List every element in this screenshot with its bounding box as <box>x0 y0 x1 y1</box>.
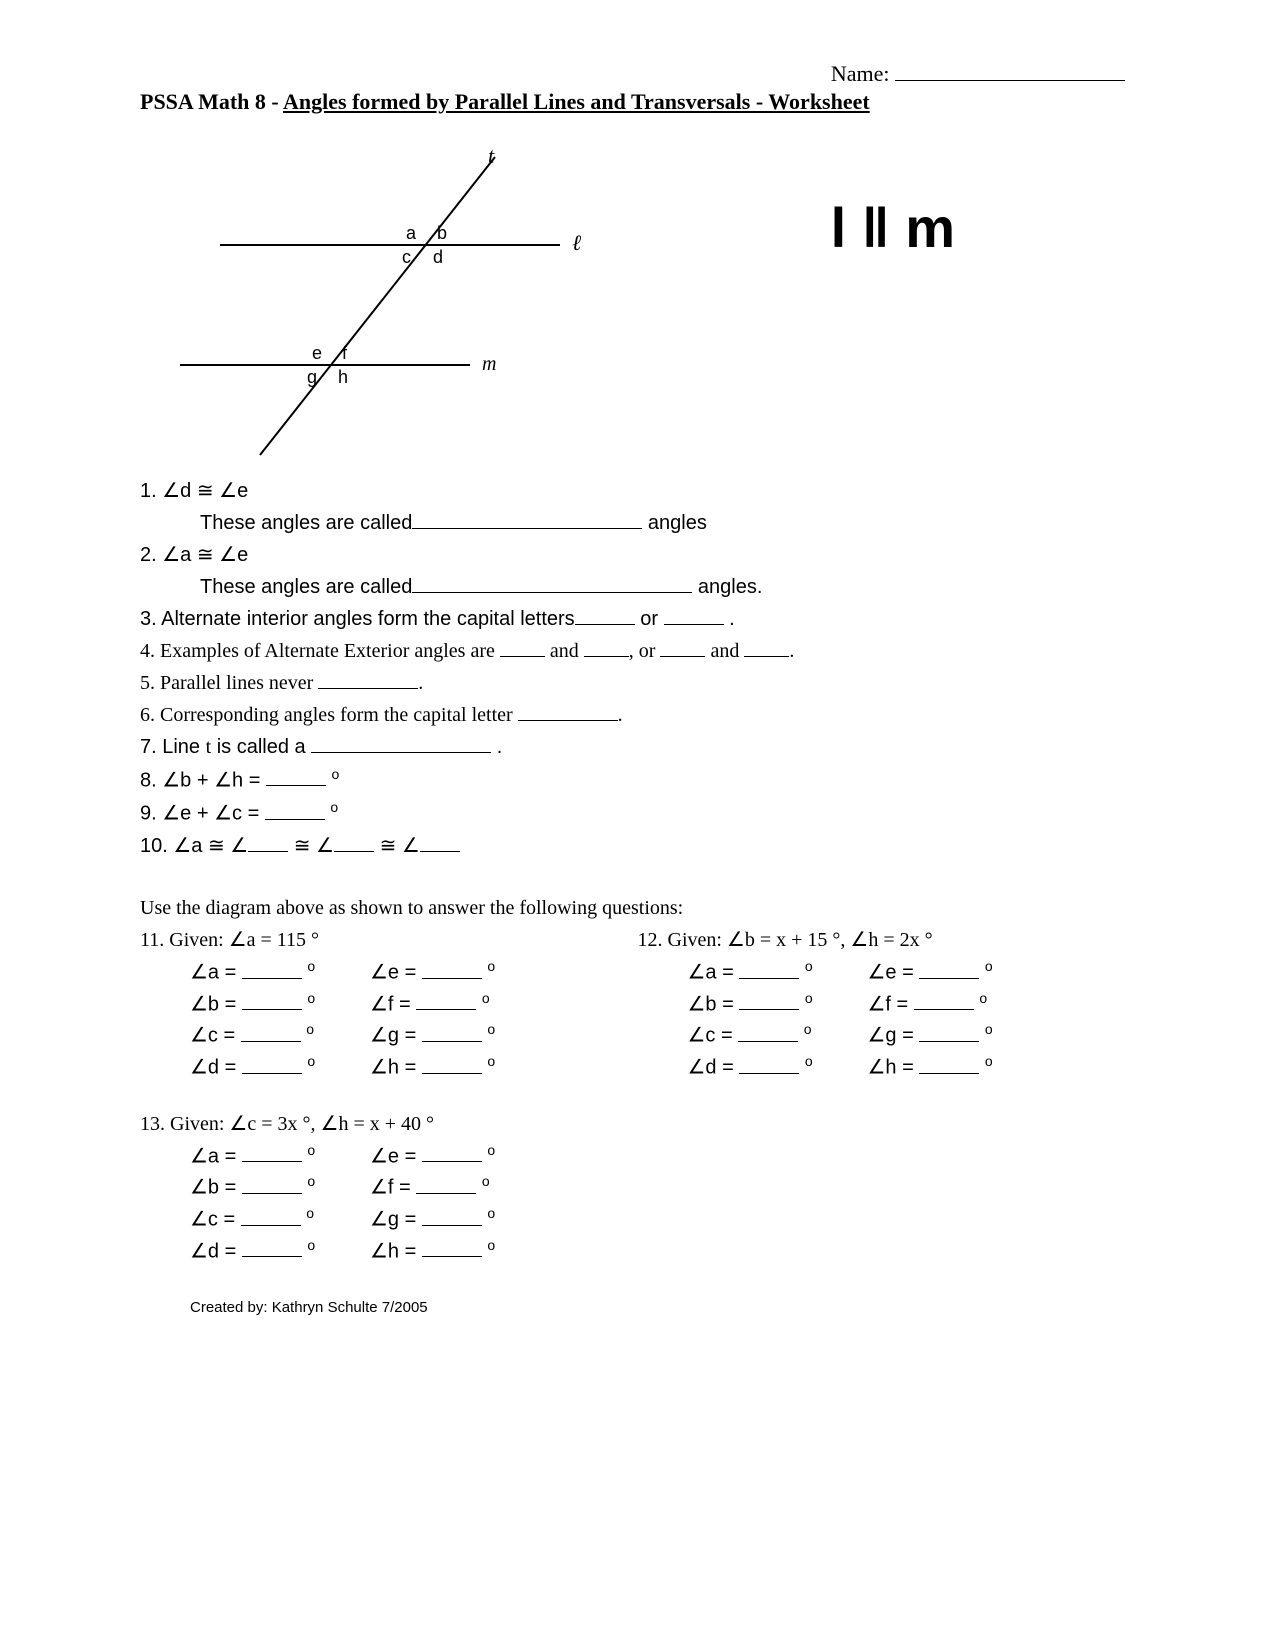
q8: 8. ∠b + ∠h = o <box>140 763 1135 797</box>
q8-blank[interactable] <box>266 767 326 786</box>
q2-blank[interactable] <box>412 574 692 593</box>
worksheet-page: Name: PSSA Math 8 - Angles formed by Par… <box>0 0 1275 1650</box>
section-2: Use the diagram above as shown to answer… <box>140 892 1135 1320</box>
q3-blank2[interactable] <box>664 606 724 625</box>
question-list: 1. ∠d ≅ ∠e These angles are called angle… <box>140 475 1135 862</box>
diagram-svg: t ℓ m a b c d e f g h <box>160 135 680 475</box>
q11: 11. Given: ∠a = 115 ° ∠a = o∠e = o ∠b = … <box>140 924 638 1083</box>
credit-line: Created by: Kathryn Schulte 7/2005 <box>190 1296 1135 1320</box>
l-label: ℓ <box>572 230 582 255</box>
name-blank[interactable] <box>895 60 1125 81</box>
q2-line1: 2. ∠a ≅ ∠e <box>140 539 1135 571</box>
q12: 12. Given: ∠b = x + 15 °, ∠h = 2x ° ∠a =… <box>638 924 1136 1083</box>
q7-blank[interactable] <box>311 734 491 753</box>
q2-line2: These angles are called angles. <box>200 571 1135 603</box>
angle-c: c <box>402 247 411 267</box>
q12-given: 12. Given: ∠b = x + 15 °, ∠h = 2x ° <box>638 924 1136 956</box>
name-label: Name: <box>831 61 890 86</box>
q12-grid: ∠a = o∠e = o ∠b = o∠f = o ∠c = o∠g = o ∠… <box>688 956 1136 1083</box>
m-label: m <box>482 353 496 375</box>
q10-blank2[interactable] <box>334 833 374 852</box>
q9: 9. ∠e + ∠c = o <box>140 796 1135 830</box>
q10-blank3[interactable] <box>420 833 460 852</box>
q1-line2: These angles are called angles <box>200 507 1135 539</box>
q13-given: 13. Given: ∠c = 3x °, ∠h = x + 40 ° <box>140 1108 1135 1140</box>
q3: 3. Alternate interior angles form the ca… <box>140 603 1135 635</box>
q4: 4. Examples of Alternate Exterior angles… <box>140 635 1135 667</box>
q6-blank[interactable] <box>518 702 618 721</box>
q1-blank[interactable] <box>412 510 642 529</box>
q4-blank4[interactable] <box>744 638 789 657</box>
q4-blank3[interactable] <box>660 638 705 657</box>
name-field: Name: <box>140 60 1125 87</box>
angle-e: e <box>312 343 322 363</box>
title-prefix: PSSA Math 8 - <box>140 89 283 114</box>
q5: 5. Parallel lines never . <box>140 667 1135 699</box>
q3-blank1[interactable] <box>575 606 635 625</box>
q10: 10. ∠a ≅ ∠ ≅ ∠ ≅ ∠ <box>140 830 1135 862</box>
q13-grid: ∠a = o∠e = o ∠b = o∠f = o ∠c = o∠g = o ∠… <box>190 1140 1135 1267</box>
q10-blank1[interactable] <box>248 833 288 852</box>
transversal-diagram: t ℓ m a b c d e f g h l ‖ m <box>140 135 1135 475</box>
q13: 13. Given: ∠c = 3x °, ∠h = x + 40 ° ∠a =… <box>140 1108 1135 1267</box>
angle-g: g <box>307 367 317 387</box>
q7: 7. Line t is called a . <box>140 731 1135 763</box>
q4-blank1[interactable] <box>500 638 545 657</box>
q6: 6. Corresponding angles form the capital… <box>140 699 1135 731</box>
parallel-notation: l ‖ m <box>831 195 955 260</box>
angle-a: a <box>406 223 417 243</box>
q1-line1: 1. ∠d ≅ ∠e <box>140 475 1135 507</box>
q5-blank[interactable] <box>318 670 418 689</box>
angle-h: h <box>338 367 348 387</box>
page-title: PSSA Math 8 - Angles formed by Parallel … <box>140 89 1135 115</box>
q11-grid: ∠a = o∠e = o ∠b = o∠f = o ∠c = o∠g = o ∠… <box>190 956 638 1083</box>
title-main: Angles formed by Parallel Lines and Tran… <box>283 89 870 114</box>
q9-blank[interactable] <box>265 801 325 820</box>
t-label: t <box>488 143 495 168</box>
section2-intro: Use the diagram above as shown to answer… <box>140 892 1135 924</box>
angle-b: b <box>437 223 447 243</box>
q4-blank2[interactable] <box>584 638 629 657</box>
q11-given: 11. Given: ∠a = 115 ° <box>140 924 638 956</box>
angle-d: d <box>433 247 443 267</box>
